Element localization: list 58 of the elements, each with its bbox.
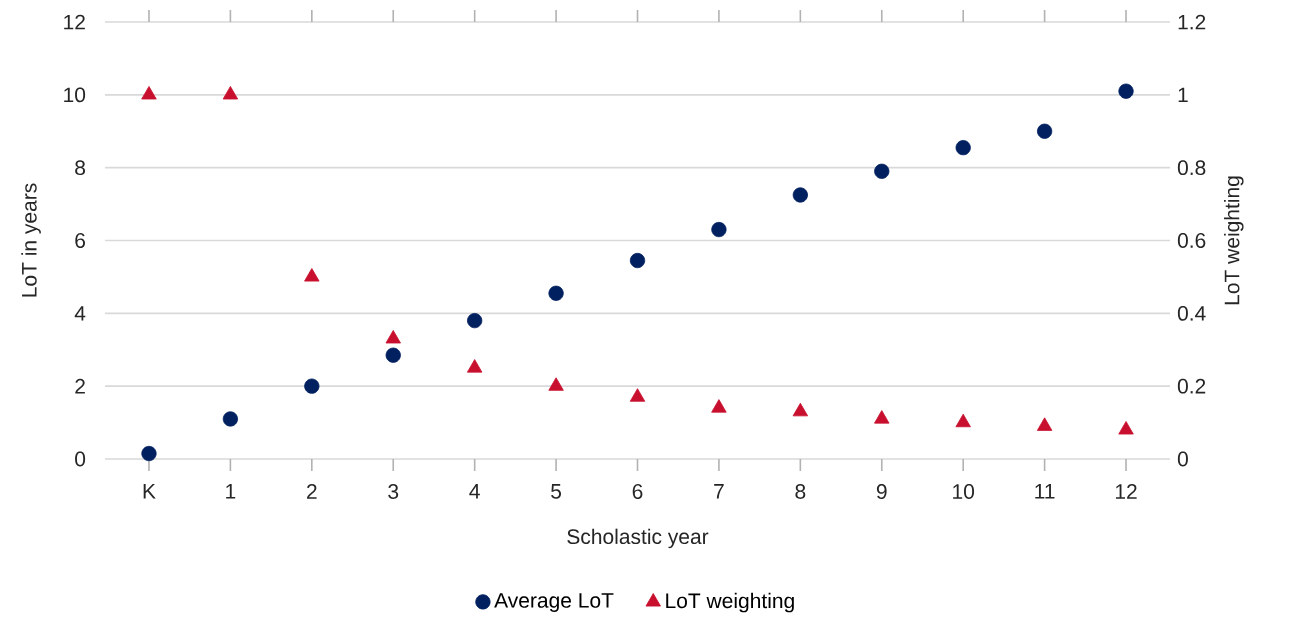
y2-tick-label: 0.6 [1177, 233, 1206, 248]
point [874, 410, 890, 424]
point [874, 163, 890, 179]
point [141, 445, 157, 462]
point [711, 399, 727, 413]
y2-tick-label: 1.2 [1178, 14, 1206, 30]
point [385, 330, 401, 344]
point [548, 377, 564, 391]
y-tick-label: 2 [75, 378, 85, 394]
y2-tick-label: 0.4 [1177, 305, 1206, 321]
point [222, 86, 239, 100]
point [304, 268, 320, 282]
y-tick-label: 4 [74, 306, 86, 321]
x-tick-label: 9 [876, 484, 887, 499]
y-tick-label: 8 [75, 160, 86, 176]
y2-tick-label: 0.8 [1177, 160, 1206, 176]
y-tick-label: 6 [75, 233, 86, 248]
legend-label: Average LoT [494, 593, 614, 612]
y-tick-label: 0 [75, 451, 86, 467]
x-tick-label: 7 [714, 484, 724, 499]
point [466, 359, 483, 373]
x-tick-label: 6 [632, 484, 643, 499]
point [385, 347, 401, 363]
x-tick-label: 1 [226, 484, 236, 499]
point [141, 86, 157, 100]
x-tick-label: K [143, 484, 156, 499]
x-tick-label: 2 [307, 484, 317, 499]
point [792, 187, 808, 203]
y2-tick-label: 0.2 [1177, 378, 1206, 394]
point [1037, 123, 1053, 139]
point [467, 313, 483, 329]
point [304, 378, 320, 394]
x-tick-label: 12 [1115, 484, 1137, 499]
point [955, 140, 971, 156]
point [792, 402, 809, 417]
x-tick-label: 4 [469, 484, 480, 499]
x-tick-label: 5 [551, 484, 562, 499]
x-tick-label: 10 [953, 484, 975, 499]
y-tick-label: 12 [64, 14, 85, 30]
point [955, 413, 971, 428]
point [548, 285, 564, 301]
legend-label: LoT weighting [666, 592, 794, 613]
x-tick-label: 8 [795, 484, 806, 499]
y-axis-title: LoT in years [21, 183, 41, 297]
point [629, 388, 646, 402]
point [222, 411, 238, 427]
point [1036, 417, 1053, 431]
y2-tick-label: 0 [1177, 451, 1188, 467]
point [629, 252, 646, 269]
point [711, 221, 727, 238]
x-tick-label: 11 [1035, 484, 1055, 499]
y-tick-label: 10 [64, 87, 86, 103]
y2-axis-title: LoT weighting [1224, 176, 1244, 305]
point [1118, 421, 1134, 435]
x-tick-label: 3 [388, 484, 399, 499]
x-axis-title: Scholastic year [567, 528, 709, 549]
point [1118, 83, 1134, 99]
y2-tick-label: 1 [1178, 87, 1188, 103]
